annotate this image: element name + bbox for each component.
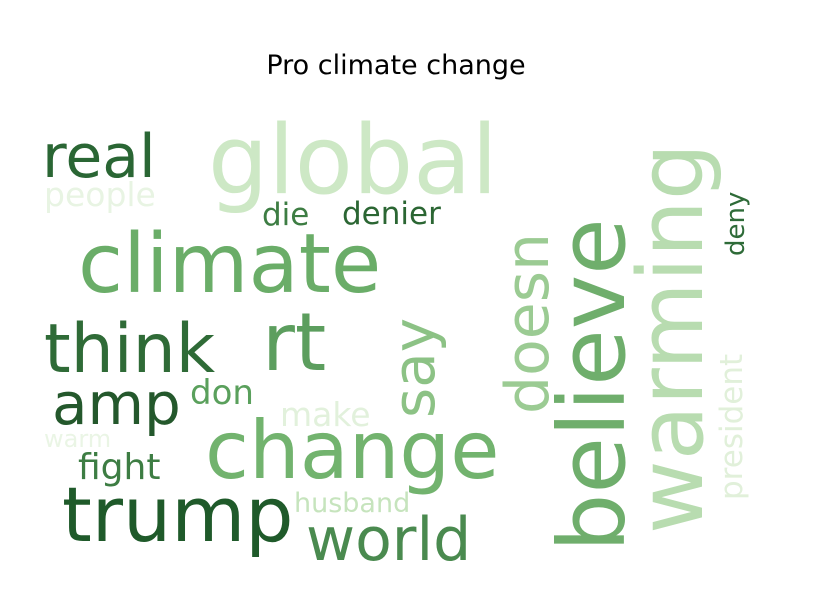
word-trump: trump (62, 470, 294, 559)
word-think: think (44, 310, 216, 389)
word-people: people (44, 175, 156, 214)
word-president: president (714, 354, 750, 500)
word-global: global (208, 106, 498, 216)
word-deny: deny (721, 192, 751, 256)
word-doesn: doesn (493, 233, 563, 414)
word-world: world (306, 505, 471, 575)
word-rt: rt (262, 296, 326, 389)
word-climate: climate (78, 217, 381, 312)
word-die: die (262, 197, 309, 233)
word-husband: husband (294, 488, 410, 519)
word-warming: warming (619, 143, 724, 534)
word-warm: warm (44, 425, 111, 453)
word-denier: denier (342, 196, 441, 232)
word-don: don (190, 373, 254, 413)
word-say: say (380, 318, 448, 418)
word-real: real (42, 122, 156, 192)
word-fight: fight (78, 447, 160, 488)
word-amp: amp (52, 370, 181, 438)
word-believe: believe (539, 218, 646, 552)
figure-title: Pro climate change (266, 50, 526, 81)
word-change: change (205, 404, 499, 497)
word-make: make (280, 395, 371, 434)
